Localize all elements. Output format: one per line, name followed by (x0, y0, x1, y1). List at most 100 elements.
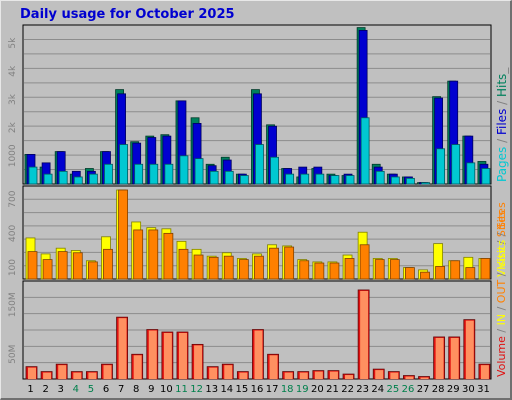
bar-sites-2 (42, 259, 53, 280)
bar-volume-highlight-26 (405, 376, 414, 379)
bar-sites-17 (269, 247, 279, 280)
bar-pages-8 (134, 163, 144, 185)
bar-volume-highlight-20 (314, 371, 323, 379)
x-tick-label: 22 (341, 384, 354, 395)
bar-volume-highlight-2 (43, 372, 52, 379)
legend-item: / (495, 97, 509, 109)
legend-item: / (495, 135, 509, 147)
bar-volume-highlight-30 (465, 320, 474, 379)
bar-volume-highlight-12 (194, 345, 203, 379)
bar-volume-highlight-19 (299, 372, 308, 379)
legend-item: / (495, 269, 508, 280)
bar-volume-highlight-31 (480, 365, 489, 379)
bar-sites-18 (284, 246, 295, 280)
bar-pages-27 (421, 182, 430, 185)
bar-volume-highlight-28 (435, 337, 444, 379)
bar-volume-highlight-23 (360, 290, 369, 379)
legend-item: / (495, 303, 508, 314)
x-tick-label: 12 (190, 384, 203, 395)
bar-volume-highlight-13 (209, 367, 218, 379)
bar-volume-highlight-4 (73, 372, 82, 379)
bar-sites-26 (405, 267, 415, 280)
bar-pages-23 (360, 117, 370, 185)
y-tick-label: 4k (8, 65, 18, 77)
bar-pages-29 (451, 144, 461, 185)
x-tick-label: 27 (417, 384, 430, 395)
bar-volume-highlight-7 (118, 318, 127, 379)
chart-title: Daily usage for October 2025 (20, 7, 235, 22)
x-tick-label: 16 (251, 384, 264, 395)
bar-pages-21 (330, 175, 340, 185)
bar-sites-6 (103, 248, 113, 280)
bar-sites-1 (27, 251, 38, 280)
bar-sites-7 (118, 189, 128, 280)
y-tick-label: 400 (8, 225, 18, 242)
legend-item: Pages (495, 146, 509, 182)
bar-pages-6 (104, 163, 113, 185)
x-tick-label: 5 (88, 384, 94, 395)
bar-sites-30 (465, 267, 476, 280)
x-tick-label: 6 (103, 384, 109, 395)
bar-sites-11 (178, 248, 189, 280)
bar-pages-13 (209, 170, 219, 185)
legend-hits: Pages / Files / Hits_ (495, 68, 509, 182)
bar-pages-18 (285, 173, 295, 185)
bar-pages-3 (58, 170, 68, 185)
legend-item: OUT (495, 279, 508, 304)
x-tick-label: 21 (326, 384, 339, 395)
x-tick-label: 4 (73, 384, 79, 395)
bar-sites-13 (208, 256, 219, 280)
bar-volume-highlight-5 (88, 372, 97, 379)
bar-volume-highlight-9 (148, 330, 157, 379)
bar-sites-25 (389, 259, 400, 280)
legend-item: _ (495, 67, 509, 74)
bar-volume-highlight-25 (390, 372, 399, 379)
bar-pages-1 (28, 166, 38, 185)
bar-volume-highlight-24 (375, 370, 384, 379)
y-tick-label: 150M (8, 292, 18, 317)
bar-sites-19 (299, 260, 310, 280)
bar-pages-24 (375, 170, 385, 185)
x-tick-label: 25 (387, 384, 400, 395)
y-tick-label: 3k (8, 93, 18, 105)
x-tick-label: 2 (42, 384, 48, 395)
bar-volume-highlight-15 (239, 372, 248, 379)
x-tick-label: 31 (477, 384, 490, 395)
bar-sites-15 (238, 259, 249, 280)
legend-item: / (495, 229, 508, 240)
x-tick-label: 15 (236, 384, 249, 395)
bar-sites-28 (435, 266, 446, 280)
x-tick-label: 9 (148, 384, 154, 395)
bar-pages-25 (390, 176, 400, 185)
y-tick-label: 2k (8, 121, 18, 133)
bar-pages-7 (119, 144, 128, 185)
bar-pages-17 (270, 156, 279, 185)
bar-pages-14 (224, 170, 234, 185)
x-tick-label: 17 (266, 384, 279, 395)
x-tick-label: 10 (160, 384, 173, 395)
bar-pages-5 (88, 173, 98, 185)
bar-sites-12 (193, 254, 204, 280)
bar-pages-15 (239, 175, 249, 185)
bar-sites-20 (314, 262, 325, 280)
bar-pages-30 (466, 162, 476, 185)
x-tick-label: 8 (133, 384, 139, 395)
legend-item: Files (495, 108, 509, 136)
bar-pages-16 (255, 144, 264, 185)
bar-volume-highlight-3 (58, 365, 67, 379)
x-tick-label: 20 (311, 384, 324, 395)
bar-volume-highlight-8 (133, 355, 142, 379)
bar-sites-29 (450, 260, 461, 280)
bar-pages-9 (149, 163, 159, 185)
bar-sites-3 (57, 251, 68, 280)
bar-sites-8 (133, 229, 144, 280)
x-tick-label: 26 (402, 384, 415, 395)
bar-pages-20 (315, 173, 325, 185)
bar-sites-24 (374, 259, 385, 280)
bar-sites-21 (329, 262, 340, 280)
x-tick-label: 28 (432, 384, 445, 395)
x-tick-label: 19 (296, 384, 309, 395)
x-tick-label: 23 (356, 384, 369, 395)
bar-sites-16 (254, 255, 264, 280)
